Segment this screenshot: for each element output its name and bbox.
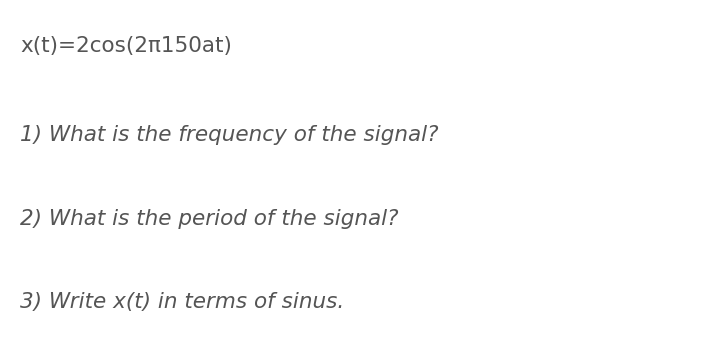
Text: 1) What is the frequency of the signal?: 1) What is the frequency of the signal? <box>20 125 438 145</box>
Text: 3) Write x(t) in terms of sinus.: 3) Write x(t) in terms of sinus. <box>20 292 344 312</box>
Text: 2) What is the period of the signal?: 2) What is the period of the signal? <box>20 209 399 228</box>
Text: x(t)=2cos(2π150at): x(t)=2cos(2π150at) <box>20 36 232 56</box>
